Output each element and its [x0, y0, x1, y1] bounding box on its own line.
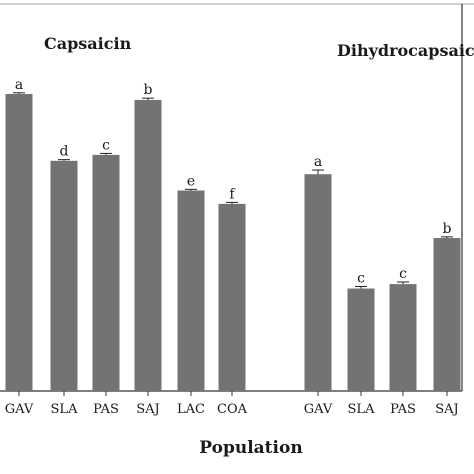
significance-letter-0-coa: f [229, 186, 236, 202]
x-tick-label-0-lac: LAC [177, 402, 205, 417]
bar-0-sla [50, 160, 78, 391]
x-tick-label-1-gav: GAV [304, 402, 333, 417]
significance-letter-0-gav: a [15, 77, 23, 93]
bar-1-pas [389, 284, 417, 391]
x-axis-title: Population [199, 438, 302, 458]
x-tick-label-0-coa: COA [217, 402, 248, 417]
significance-letter-1-sla: c [357, 270, 365, 286]
significance-letter-1-gav: a [314, 154, 322, 170]
bar-1-gav [304, 174, 332, 391]
bar-0-coa [218, 203, 246, 391]
x-tick-label-1-saj: SAJ [435, 402, 459, 417]
x-tick-label-0-saj: SAJ [136, 402, 160, 417]
significance-letter-0-sla: d [60, 144, 69, 160]
significance-letter-0-saj: b [144, 82, 153, 98]
x-tick-label-0-gav: GAV [5, 402, 34, 417]
panel-title-capsaicin: Capsaicin [44, 34, 132, 53]
x-tick-label-0-pas: PAS [93, 402, 119, 417]
significance-letter-1-pas: c [399, 266, 407, 282]
bar-0-saj [134, 99, 162, 391]
bar-0-lac [177, 190, 205, 391]
bar-1-saj [433, 238, 461, 391]
x-tick-label-0-sla: SLA [51, 402, 79, 417]
significance-letter-0-lac: e [187, 173, 195, 189]
significance-letter-0-pas: c [102, 137, 110, 153]
significance-letter-1-saj: b [443, 221, 452, 237]
panel-title-dihydrocapsaicin: Dihydrocapsaici [337, 41, 474, 60]
x-tick-label-1-sla: SLA [348, 402, 376, 417]
bar-1-sla [347, 288, 375, 391]
x-tick-label-1-pas: PAS [390, 402, 416, 417]
bar-0-pas [92, 154, 120, 391]
bar-0-gav [5, 94, 33, 391]
